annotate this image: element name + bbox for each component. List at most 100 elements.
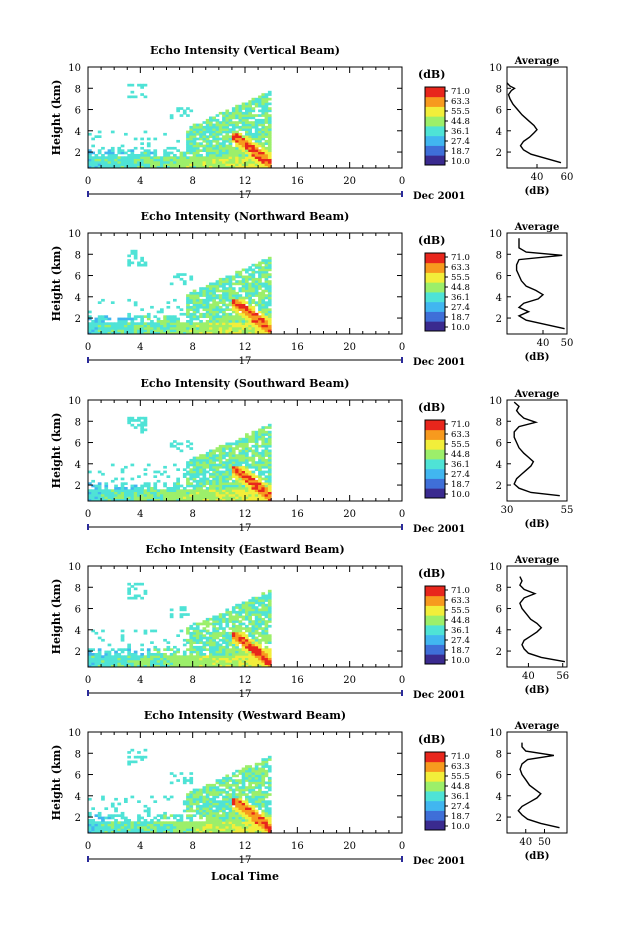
heatmap-cell [195, 484, 200, 488]
heatmap-cell [235, 158, 239, 162]
heatmap-cell [209, 135, 213, 138]
heatmap-cell [248, 322, 252, 325]
heatmap-cell [186, 629, 190, 633]
heatmap-cell [218, 816, 223, 820]
heatmap-cell [251, 491, 256, 495]
heatmap-cell [202, 653, 207, 656]
heatmap-cell [186, 463, 190, 467]
heatmap-cell [267, 151, 272, 155]
heatmap-cell [222, 114, 226, 117]
heatmap-cell [176, 660, 180, 663]
heatmap-cell [245, 475, 249, 478]
heatmap-cell [205, 149, 210, 152]
heatmap-cell [264, 489, 269, 492]
heatmap-cell [222, 154, 226, 157]
heatmap-cell [231, 291, 236, 295]
heatmap-cell [212, 811, 216, 815]
y-tick-label: 2 [75, 314, 81, 325]
heatmap-cell [254, 660, 259, 663]
heatmap-cell [254, 629, 259, 633]
avg-x-tick-label: 50 [538, 837, 551, 848]
heatmap-cell [264, 142, 269, 145]
heatmap-cell [238, 116, 243, 120]
heatmap-cell [241, 282, 246, 286]
heatmap-cell [241, 322, 246, 325]
heatmap-cell [225, 783, 230, 787]
heatmap-cell [176, 468, 180, 471]
heatmap-cell [195, 793, 200, 796]
colorbar-tick-label: 27.4 [451, 303, 470, 313]
heatmap-cell [195, 629, 200, 633]
heatmap-cell [238, 308, 243, 311]
heatmap-cell [228, 821, 233, 824]
heatmap-cell [212, 456, 216, 460]
heatmap-cell [114, 814, 118, 817]
heatmap-cell [245, 498, 249, 502]
heatmap-cell [254, 765, 259, 768]
heatmap-cell [218, 454, 223, 457]
heatmap-cell [261, 802, 266, 806]
colorbar-segment [425, 286, 445, 289]
heatmap-cell [186, 638, 190, 642]
heatmap-cell [195, 315, 200, 318]
heatmap-cell [222, 790, 226, 794]
heatmap-cell [231, 496, 236, 499]
heatmap-cell [140, 163, 144, 166]
heatmap-cell [258, 322, 262, 325]
heatmap-cell [251, 809, 256, 813]
heatmap-cell [254, 132, 259, 136]
colorbar-segment [425, 256, 445, 260]
heatmap-cell [245, 294, 249, 297]
heatmap-cell [150, 491, 154, 495]
heatmap-cell [182, 273, 187, 276]
heatmap-cell [202, 454, 207, 457]
heatmap-cell [192, 324, 197, 328]
colorbar-segment [425, 662, 445, 665]
heatmap-cell [133, 484, 138, 488]
colorbar-segment [425, 433, 445, 436]
heatmap-cell [133, 830, 138, 834]
heatmap-cell [189, 816, 194, 820]
heatmap-cell [199, 498, 203, 502]
heatmap-cell [209, 634, 213, 637]
heatmap-cell [186, 660, 190, 663]
heatmap-cell [225, 650, 230, 654]
heatmap-cell [212, 638, 216, 642]
heatmap-cell [228, 447, 233, 450]
heatmap-cell [228, 636, 233, 640]
heatmap-cell [251, 608, 256, 612]
heatmap-cell [192, 470, 197, 474]
heatmap-cell [264, 146, 269, 150]
heatmap-cell [251, 114, 256, 117]
heatmap-cell [218, 298, 223, 302]
heatmap-cell [166, 660, 171, 663]
heatmap-cell [97, 163, 102, 166]
heatmap-cell [146, 142, 151, 145]
heatmap-cell [166, 491, 171, 495]
heatmap-cell [156, 828, 161, 831]
heatmap-cell [199, 130, 203, 134]
heatmap-cell [137, 491, 141, 495]
heatmap-cell [173, 645, 177, 649]
heatmap-cell [107, 165, 112, 169]
heatmap-cell [143, 629, 148, 633]
heatmap-cell [143, 158, 148, 162]
heatmap-cell [209, 800, 213, 803]
average-line [519, 576, 566, 663]
heatmap-cell [137, 261, 141, 265]
heatmap-cell [150, 324, 154, 328]
heatmap-cell [101, 320, 105, 323]
heatmap-cell [202, 324, 207, 328]
heatmap-cell [267, 617, 272, 621]
heatmap-cell [245, 610, 249, 614]
heatmap-cell [222, 142, 226, 145]
heatmap-cell [215, 163, 220, 166]
heatmap-cell [140, 165, 144, 169]
heatmap-cell [254, 135, 259, 138]
heatmap-cell [166, 322, 171, 325]
heatmap-cell [261, 496, 266, 499]
heatmap-cell [101, 329, 105, 332]
heatmap-cell [127, 819, 131, 822]
heatmap-cell [199, 303, 203, 307]
